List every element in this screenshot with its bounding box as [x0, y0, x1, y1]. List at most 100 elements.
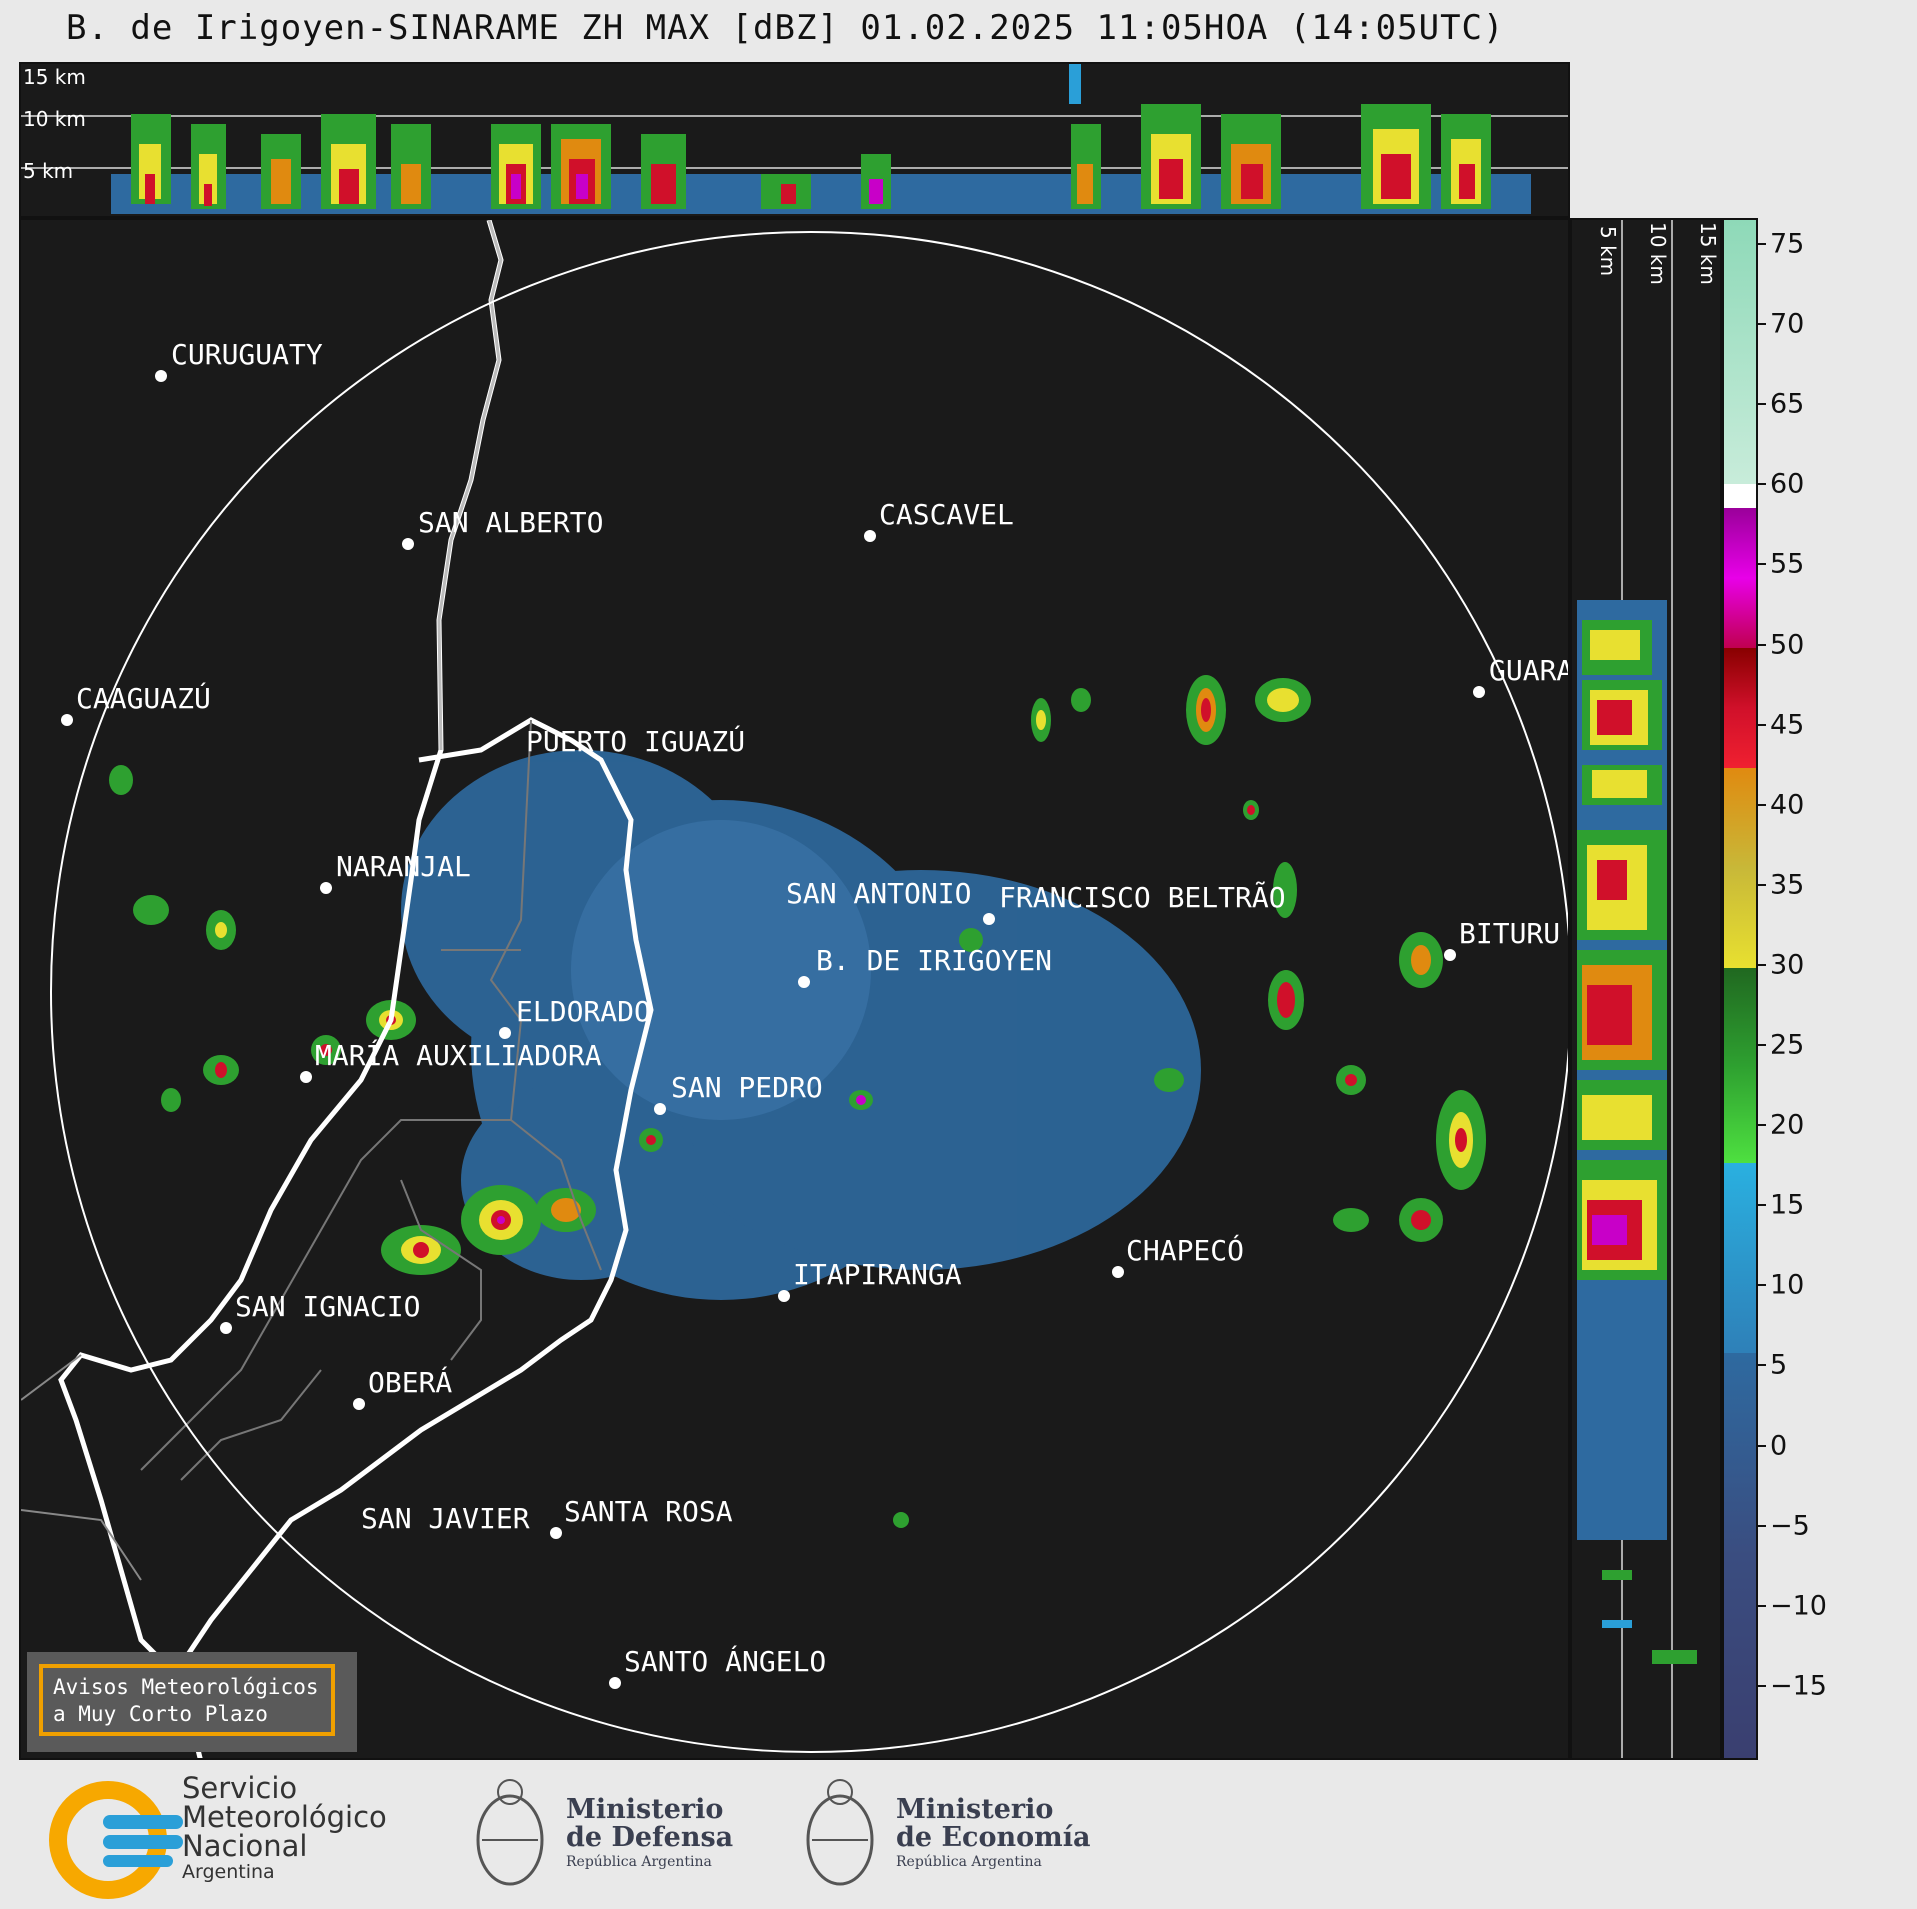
- city-label-santo-angelo: SANTO ÁNGELO: [624, 1645, 827, 1678]
- radar-map: CURUGUATY SAN ALBERTO CASCAVEL CAAGUAZÚ …: [19, 218, 1570, 1760]
- colorbar-red: [1724, 648, 1756, 768]
- coat-of-arms-icon: [806, 1779, 874, 1886]
- top-echoes: [111, 64, 1531, 214]
- city-dot-caaguazu: [61, 714, 73, 726]
- colorbar-tick-label: 45: [1770, 709, 1805, 741]
- colorbar-tick-mark: [1758, 803, 1766, 806]
- colorbar-tick-label: 75: [1770, 228, 1805, 260]
- right-alt-label-5: 5 km: [1596, 226, 1620, 277]
- colorbar-green: [1724, 968, 1756, 1163]
- colorbar-tick-label: 30: [1770, 949, 1805, 981]
- colorbar-tick-label: 10: [1770, 1269, 1805, 1301]
- city-label-eldorado: ELDORADO: [516, 995, 651, 1028]
- colorbar-tick-mark: [1758, 1524, 1766, 1527]
- city-label-guara: GUARA: [1489, 654, 1570, 687]
- colorbar-tick-mark: [1758, 883, 1766, 886]
- city-dot-itapiranga: [778, 1290, 790, 1302]
- colorbar: [1722, 218, 1758, 1760]
- colorbar-tick-label: 65: [1770, 388, 1805, 420]
- colorbar-tick-mark: [1758, 1204, 1766, 1207]
- smn-line2: Meteorológico: [182, 1800, 387, 1834]
- warning-line1: Avisos Meteorológicos: [53, 1675, 319, 1699]
- city-dot-curuguaty: [155, 370, 167, 382]
- colorbar-navy: [1724, 1353, 1756, 1758]
- city-label-obera: OBERÁ: [368, 1366, 453, 1399]
- top-alt-label-5: 5 km: [23, 159, 74, 183]
- colorbar-tick-mark: [1758, 1364, 1766, 1367]
- colorbar-tick-label: 15: [1770, 1189, 1805, 1221]
- colorbar-tick-mark: [1758, 403, 1766, 406]
- stratiform-echoes: [401, 750, 1201, 1300]
- warning-box[interactable]: Avisos Meteorológicos a Muy Corto Plazo: [27, 1652, 357, 1752]
- colorbar-tick-label: 55: [1770, 548, 1805, 580]
- smn-name: Servicio Meteorológico Nacional Argentin…: [182, 1771, 387, 1884]
- colorbar-tick-label: 0: [1770, 1430, 1788, 1461]
- right-cross-section: 5 km 10 km 15 km: [1570, 218, 1722, 1760]
- borders: [21, 220, 654, 1758]
- colorbar-tick-label: 40: [1770, 789, 1805, 821]
- colorbar-tick-label: −5: [1770, 1510, 1810, 1542]
- city-dot-bituru: [1444, 949, 1456, 961]
- smn-logo-icon: [49, 1781, 183, 1899]
- city-dot-eldorado: [499, 1027, 511, 1039]
- colorbar-tick-label: −15: [1770, 1670, 1827, 1702]
- colorbar-tick-mark: [1758, 963, 1766, 966]
- city-label-naranjal: NARANJAL: [336, 850, 471, 883]
- right-alt-label-15: 15 km: [1696, 222, 1720, 285]
- defensa-line3: República Argentina: [566, 1854, 712, 1870]
- city-dot-maria-auxiliadora: [300, 1071, 312, 1083]
- city-label-b-de-irigoyen: B. DE IRIGOYEN: [816, 944, 1053, 977]
- economia-line2: de Economía: [896, 1822, 1091, 1853]
- economia-line3: República Argentina: [896, 1854, 1042, 1870]
- economia-name: Ministerio de Economía República Argenti…: [896, 1796, 1090, 1872]
- defensa-line1: Ministerio: [566, 1794, 724, 1825]
- top-alt-label-15: 15 km: [23, 65, 86, 89]
- city-label-francisco-beltrao: FRANCISCO BELTRÃO: [999, 881, 1286, 914]
- colorbar-tick-mark: [1758, 483, 1766, 486]
- city-dot-san-ignacio: [220, 1322, 232, 1334]
- colorbar-tick-mark: [1758, 1044, 1766, 1046]
- smn-line1: Servicio: [182, 1771, 298, 1805]
- city-dot-obera: [353, 1398, 365, 1410]
- top-alt-label-10: 10 km: [23, 107, 86, 131]
- city-label-san-javier: SAN JAVIER: [361, 1502, 530, 1535]
- city-label-cascavel: CASCAVEL: [879, 498, 1014, 531]
- colorbar-tick-mark: [1758, 1444, 1766, 1447]
- right-alt-label-10: 10 km: [1646, 222, 1670, 285]
- colorbar-tick-mark: [1758, 563, 1766, 566]
- colorbar-magenta: [1724, 508, 1756, 648]
- city-dot-francisco-beltrao: [983, 913, 995, 925]
- city-label-san-pedro: SAN PEDRO: [671, 1071, 823, 1104]
- colorbar-tick-mark: [1758, 1684, 1766, 1687]
- colorbar-tick-mark: [1758, 243, 1766, 245]
- colorbar-tick-label: 20: [1770, 1109, 1805, 1141]
- colorbar-tick-mark: [1758, 643, 1766, 646]
- colorbar-tick-mark: [1758, 1604, 1766, 1607]
- top-cross-section: 15 km 10 km 5 km: [19, 62, 1570, 218]
- city-label-santa-rosa: SANTA ROSA: [564, 1495, 733, 1528]
- colorbar-tick-mark: [1758, 723, 1766, 726]
- city-label-bituru: BITURU: [1459, 917, 1561, 950]
- city-label-san-ignacio: SAN IGNACIO: [235, 1290, 421, 1323]
- chart-title: B. de Irigoyen-SINARAME ZH MAX [dBZ] 01.…: [66, 8, 1505, 48]
- warning-line2: a Muy Corto Plazo: [53, 1702, 268, 1726]
- colorbar-tick-mark: [1758, 323, 1766, 326]
- colorbar-tick-mark: [1758, 1284, 1766, 1287]
- city-dot-santa-rosa: [550, 1527, 562, 1539]
- convective-cells: [109, 675, 1486, 1528]
- footer: Servicio Meteorológico Nacional Argentin…: [0, 1760, 1917, 1909]
- city-dot-cascavel: [864, 530, 876, 542]
- colorbar-high: [1724, 220, 1756, 484]
- range-ring: [50, 231, 1568, 1753]
- city-label-itapiranga: ITAPIRANGA: [793, 1258, 962, 1291]
- city-label-maria-auxiliadora: MARÍA AUXILIADORA: [315, 1039, 602, 1072]
- colorbar-white: [1724, 484, 1756, 508]
- city-label-caaguazu: CAAGUAZÚ: [76, 682, 211, 715]
- city-label-chapeco: CHAPECÓ: [1126, 1234, 1245, 1267]
- colorbar-tick-label: 50: [1770, 629, 1805, 660]
- colorbar-lightblue: [1724, 1163, 1756, 1353]
- city-label-san-alberto: SAN ALBERTO: [418, 506, 604, 539]
- city-dot-naranjal: [320, 882, 332, 894]
- smn-line4: Argentina: [182, 1861, 275, 1883]
- defensa-name: Ministerio de Defensa República Argentin…: [566, 1796, 733, 1872]
